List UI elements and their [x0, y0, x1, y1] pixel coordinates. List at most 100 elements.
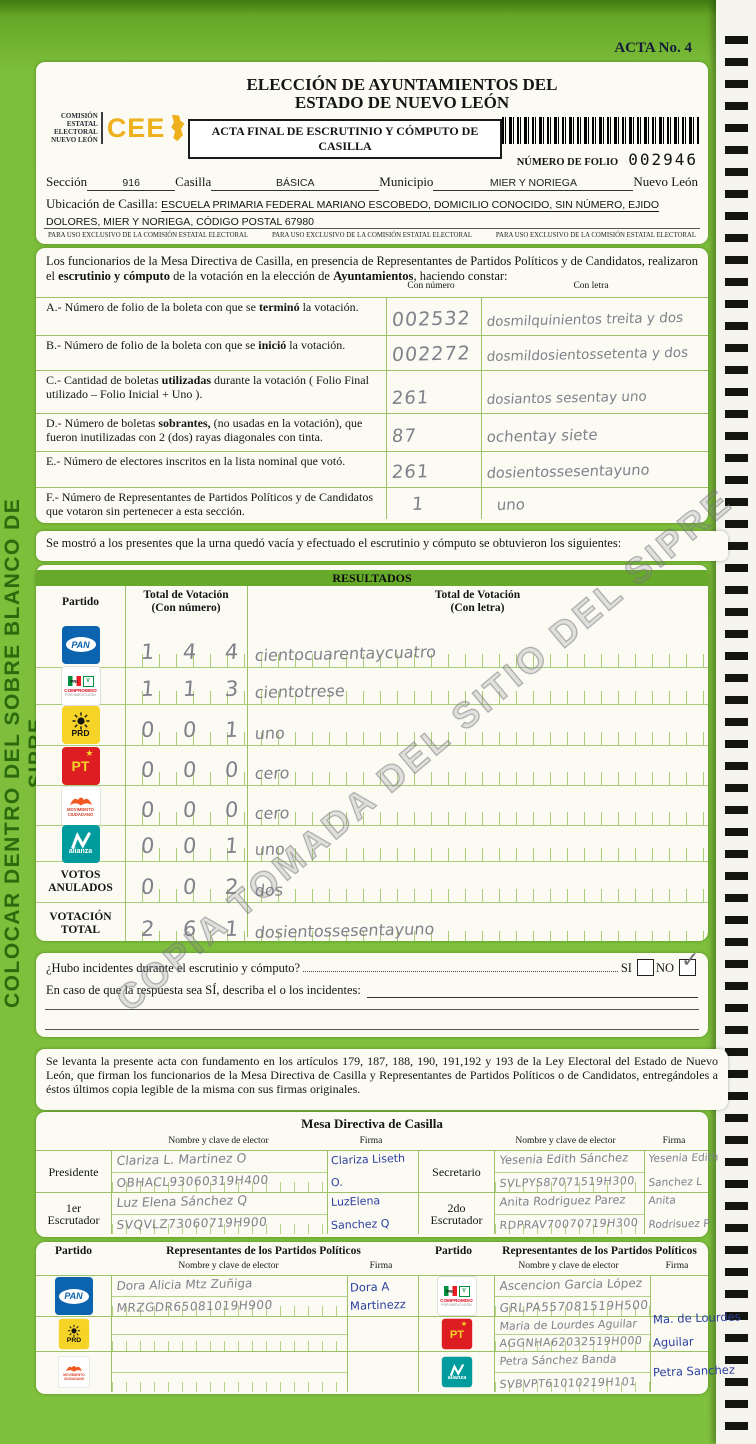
constancia-row-c: C.- Cantidad de boletas utilizadas duran…	[36, 370, 708, 413]
col-total-numero: Total de Votación (Con número)	[143, 589, 229, 614]
reps-col-headers: Partido Representantes de los Partidos P…	[36, 1245, 708, 1261]
signature: Anita	[648, 1194, 677, 1207]
vote-digit: 4	[224, 639, 240, 664]
constancia-numero-cell: 002272	[386, 336, 481, 370]
role-label: 1er Escrutador	[47, 1200, 100, 1227]
results-row-votacion-total: VOTACIÓN TOTAL 2 6 1 dosientossesentayun…	[36, 903, 708, 941]
intro-paragraph: Los funcionarios de la Mesa Directiva de…	[46, 254, 698, 283]
folio-number: 002946	[628, 150, 698, 169]
si-label: SI	[620, 961, 632, 975]
handwritten-number: 1	[411, 493, 426, 515]
rep-signature-cell: Dora A Martinezz	[347, 1276, 418, 1316]
vote-words: dosientossesentayuno	[254, 919, 436, 941]
pan-logo-icon: PAN	[54, 1277, 93, 1315]
vote-digit: 1	[224, 916, 240, 941]
col-nombre-clave: Nombre y clave de elector	[168, 1136, 269, 1146]
rep-name-cell: Petra Sánchez Banda SVBVPT61010219H101	[494, 1352, 650, 1392]
votos-anulados-label: VOTOS ANULADOS	[48, 869, 113, 894]
col-firma: Firma	[359, 1136, 383, 1146]
vote-digit: 1	[224, 833, 240, 858]
exclusive-use-row: PARA USO EXCLUSIVO DE LA COMISIÓN ESTATA…	[44, 228, 700, 239]
pri-compromiso-logo-icon: PRI V COMPROMISO POR NUEVO LEÓN	[436, 1276, 477, 1316]
vote-digit: 0	[182, 833, 198, 858]
vote-words: cero	[254, 763, 291, 783]
mesa-col-headers: Nombre y clave de elector Firma Nombre y…	[36, 1136, 708, 1149]
reps-row-mc-alianza: MOVIMIENTO CIUDADANO alianza	[36, 1351, 735, 1392]
ubicacion-value: ESCUELA PRIMARIA FEDERAL MARIANO ESCOBED…	[46, 199, 660, 228]
constancia-row-e: E.- Número de electores inscritos en la …	[36, 451, 708, 487]
handwritten-words: dosientossesentayuno	[486, 462, 651, 482]
results-row-pt: ★ PT 0 0 0 cero	[36, 746, 708, 786]
resultados-rows: PAN 1 4 4 cientocuarentaycuatro PRI V	[36, 622, 708, 941]
handwritten-name: Luz Elena Sánchez Q	[116, 1192, 248, 1210]
handwritten-name: Anita Rodriguez Parez	[499, 1192, 627, 1209]
constancia-rows: A.- Número de folio de la boleta con que…	[36, 297, 708, 519]
constancia-numero-cell: 261	[386, 371, 481, 413]
constancia-numero-cell: 87	[386, 414, 481, 451]
col-nombre-clave: Nombre y clave de elector	[518, 1261, 619, 1271]
constancia-letra-cell: dosmilquinientos treita y dos	[481, 298, 708, 335]
handwritten-name: Yesenia Edith Sánchez	[499, 1150, 629, 1167]
perforated-edge	[716, 0, 756, 1444]
rep-name-cell: Ascencion Garcia López GRLPA557081519H50…	[494, 1276, 650, 1316]
officer-name-cell: Clariza L. Martinez O OBHACL93060319H400	[111, 1150, 327, 1192]
constancia-numero-cell: 002532	[386, 298, 481, 335]
vote-digit: 6	[182, 916, 198, 941]
section-row: Sección 916 Casilla BÁSICA Municipio MIE…	[46, 174, 698, 191]
constancia-card: Los funcionarios de la Mesa Directiva de…	[36, 248, 708, 523]
constancia-letra-cell: dosmildosientossetenta y dos	[481, 336, 708, 370]
perforation-dashes-icon	[725, 36, 748, 1444]
folio-label: NÚMERO DE FOLIO	[516, 157, 619, 168]
movimiento-ciudadano-logo-icon: MOVIMIENTO CIUDADANO	[60, 785, 101, 826]
handwritten-name: Ascencion Garcia López	[499, 1276, 643, 1293]
vote-words: uno	[254, 839, 286, 859]
mesa-directiva-card: Mesa Directiva de Casilla Nombre y clave…	[36, 1112, 719, 1237]
role-label: Secretario	[418, 1151, 494, 1192]
constancia-row-f: F.- Número de Representantes de Partidos…	[36, 487, 708, 519]
resultados-col-headers: Partido Total de Votación (Con número) To…	[36, 586, 708, 622]
results-row-nueva-alianza: alianza 0 0 1 uno	[36, 824, 708, 863]
handwritten-name: Maria de Lourdes Aguilar	[499, 1317, 638, 1333]
vote-words: cero	[254, 803, 291, 823]
constancia-letra-cell: ochentay siete	[481, 414, 708, 451]
handwritten-number: 002532	[391, 307, 472, 331]
constancia-row-a: A.- Número de folio de la boleta con que…	[36, 297, 708, 335]
constancia-numero-cell: 261	[386, 452, 481, 487]
mesa-title: Mesa Directiva de Casilla	[301, 1116, 443, 1131]
acta-subtitle-box: ACTA FINAL DE ESCRUTINIO Y CÓMPUTO DE CA…	[188, 119, 502, 159]
signature: Rodrisuez P	[648, 1217, 711, 1231]
signature: Yesenia Edith	[648, 1151, 719, 1165]
page-title-line1: ELECCIÓN DE AYUNTAMIENTOS DEL	[246, 75, 558, 94]
swoosh-icon	[70, 832, 91, 849]
seccion-value: 916	[87, 177, 176, 191]
handwritten-words: uno	[496, 495, 526, 514]
rep-signature-cell	[347, 1317, 418, 1351]
writing-ticks	[125, 848, 705, 861]
col-partido: Partido	[434, 1245, 473, 1257]
constancia-letra-cell: dosiantos sesentay uno	[481, 371, 708, 413]
constancia-item-label: F.- Número de Representantes de Partidos…	[46, 490, 373, 518]
handwritten-number: 261	[391, 387, 431, 409]
vote-words: uno	[254, 723, 286, 743]
constancia-item-label: C.- Cantidad de boletas utilizadas duran…	[46, 373, 369, 401]
officer-name-cell: Anita Rodriguez Parez RDPRAV70070719H300	[494, 1192, 644, 1234]
sidebar-vertical-text: COLOCAR DENTRO DEL SOBRE BLANCO DE SIPRE	[1, 497, 48, 1009]
urna-statement-bar: Se mostró a los presentes que la urna qu…	[36, 531, 728, 561]
signature: Sanchez Q	[330, 1216, 390, 1233]
si-checkbox	[636, 959, 654, 976]
sun-icon	[67, 1324, 80, 1337]
col-firma: Firma	[369, 1261, 393, 1271]
vote-digit: 1	[140, 639, 156, 664]
vote-digit: 0	[224, 757, 240, 782]
ubicacion-row: Ubicación de Casilla: ESCUELA PRIMARIA F…	[46, 196, 698, 230]
results-row-votos-anulados: VOTOS ANULADOS 0 0 2 dos	[36, 862, 708, 903]
incidents-question-row: ¿Hubo incidentes durante el escrutinio y…	[36, 948, 708, 976]
vote-digit: 0	[140, 797, 156, 822]
constancia-numero-cell: 1	[386, 488, 481, 519]
col-partido: Partido	[61, 596, 100, 608]
vote-digit: 2	[140, 916, 156, 941]
handwritten-name: Petra Sánchez Banda	[499, 1352, 618, 1368]
cee-acronym: CEE	[106, 112, 166, 143]
vote-words: cientotrese	[254, 681, 346, 702]
